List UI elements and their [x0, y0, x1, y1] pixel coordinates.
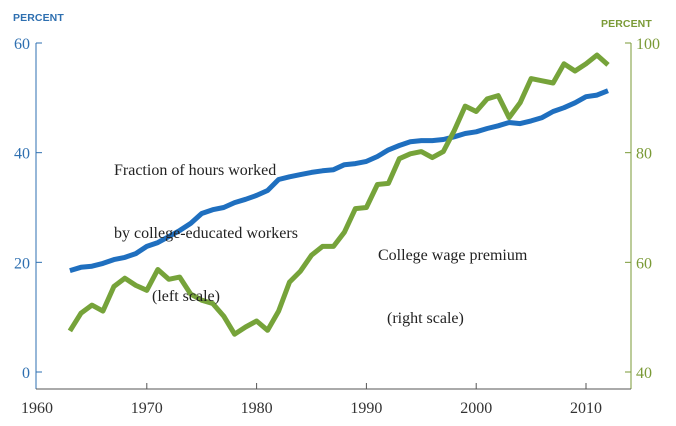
left-y-tick-label: 40 [14, 146, 30, 163]
annotation-hours-worked: Fraction of hours worked by college-educ… [114, 118, 298, 328]
x-tick-label: 1990 [350, 400, 382, 417]
x-tick-label: 1980 [241, 400, 273, 417]
data-lines [67, 52, 610, 337]
x-tick-label: 2010 [570, 400, 602, 417]
annotation-wage-line1: College wage premium [378, 247, 528, 264]
right-y-tick-label: 80 [636, 146, 652, 163]
left-y-tick-label: 0 [22, 365, 30, 382]
right-y-tick-label: 100 [636, 36, 660, 53]
annotation-wage-line2: (right scale) [387, 310, 464, 327]
axes: 0 20 40 60 40 60 80 100 1960 1970 1980 1990 2000 2010 [14, 36, 660, 417]
annotation-hours-line3: (left scale) [152, 288, 220, 305]
annotation-wage-premium: College wage premium (right scale) [378, 203, 527, 350]
x-tick-label: 1970 [131, 400, 163, 417]
right-y-tick-label: 40 [636, 365, 652, 382]
hours-worked-line [69, 88, 609, 273]
wage-premium-line [67, 52, 610, 337]
left-axis-unit-label: PERCENT [13, 12, 64, 24]
x-tick-label: 1960 [21, 400, 53, 417]
right-axis-unit-label: PERCENT [601, 18, 652, 30]
right-y-tick-label: 60 [636, 255, 652, 272]
left-y-tick-label: 20 [14, 255, 30, 272]
annotation-hours-line2: by college-educated workers [114, 225, 298, 242]
annotation-hours-line1: Fraction of hours worked [114, 162, 277, 179]
left-y-tick-label: 60 [14, 36, 30, 53]
x-tick-label: 2000 [460, 400, 492, 417]
